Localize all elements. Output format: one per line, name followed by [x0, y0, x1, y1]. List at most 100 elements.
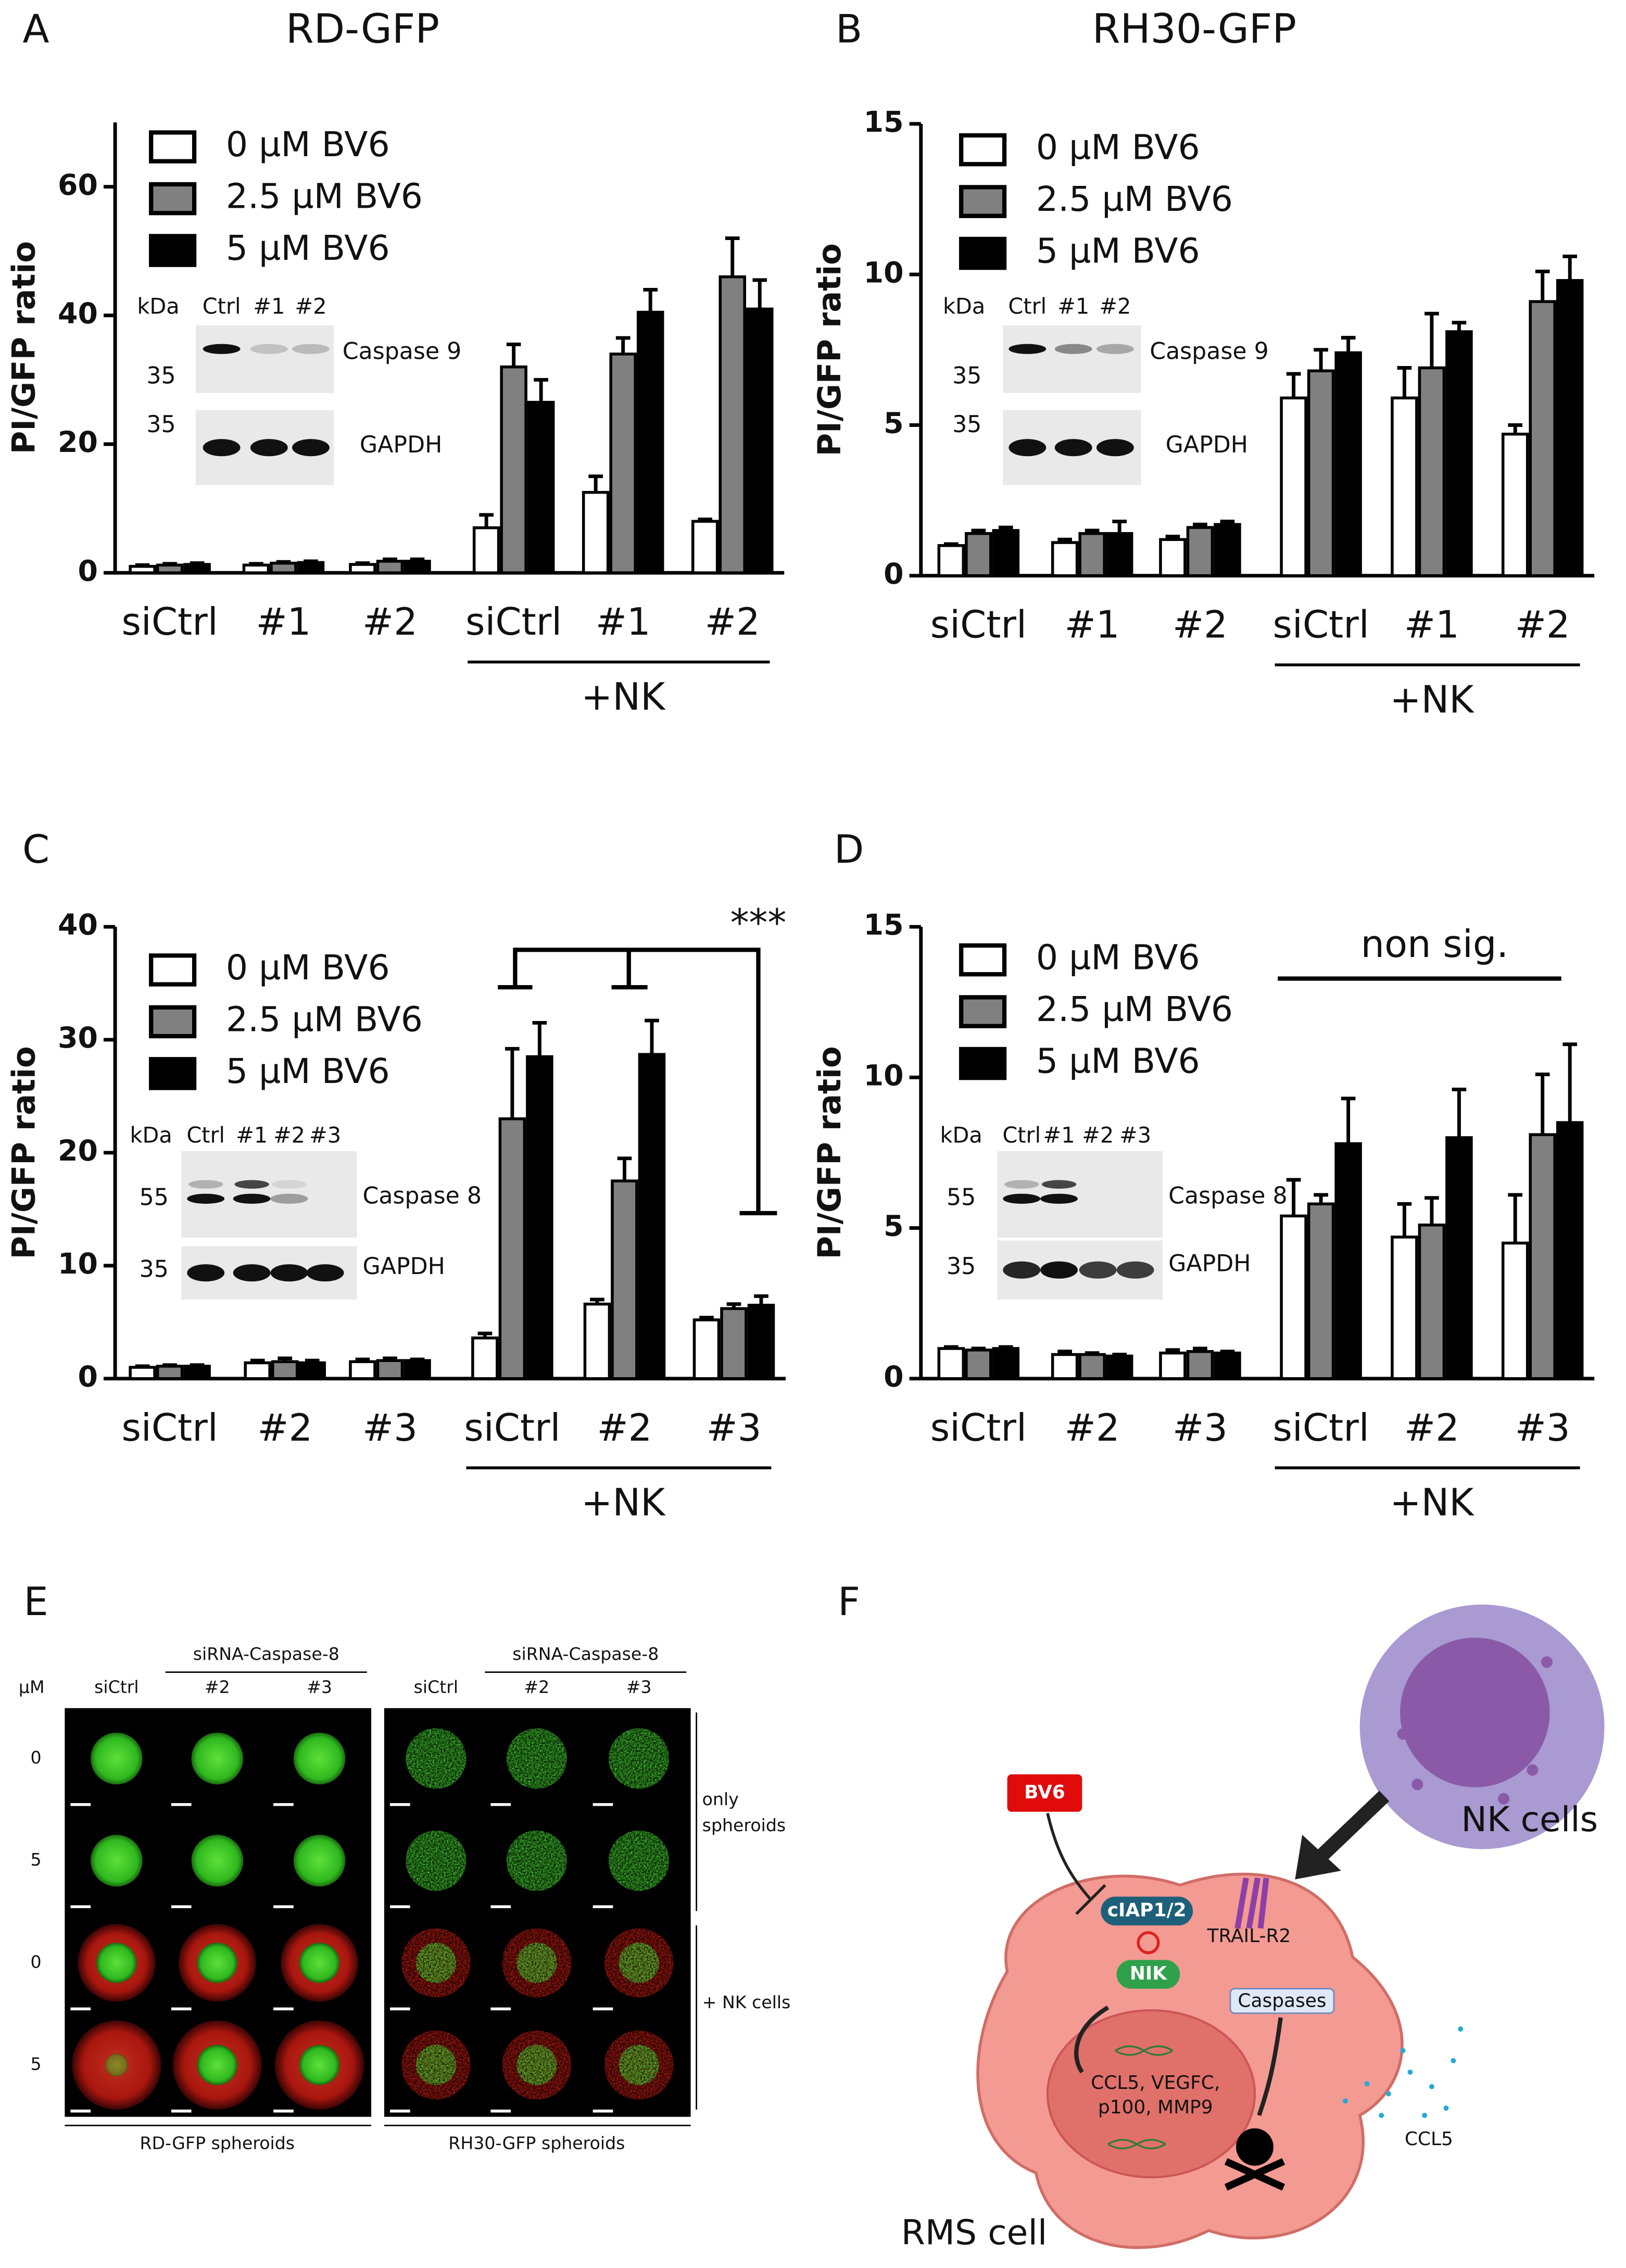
- error-bar: [1085, 528, 1100, 534]
- x-tick-label: #2: [1173, 603, 1228, 647]
- legend-label: 2.5 µM BV6: [226, 999, 423, 1039]
- x-tick-label: #2: [1515, 603, 1570, 647]
- bar: [1159, 538, 1187, 577]
- blot-band: [203, 344, 241, 354]
- blot-band: [306, 1264, 344, 1282]
- bar: [638, 1053, 666, 1380]
- bar: [156, 563, 184, 574]
- bar: [636, 310, 664, 574]
- bar: [1078, 532, 1106, 577]
- bar: [244, 1361, 271, 1380]
- ccl5-dot: [1458, 2026, 1464, 2032]
- error-bar: [190, 561, 205, 565]
- error-bar: [752, 278, 767, 309]
- blot-protein: GAPDH: [1166, 432, 1248, 458]
- blot-band: [1003, 1261, 1041, 1279]
- error-bar: [943, 1345, 959, 1349]
- bar: [376, 1359, 404, 1380]
- y-axis-label: PI/GFP ratio: [812, 1046, 848, 1259]
- group-label: +NK: [1390, 677, 1474, 721]
- bar: [1334, 1142, 1362, 1380]
- bar: [1445, 330, 1473, 577]
- lane-label: #2: [1099, 294, 1131, 319]
- ccl5-dot: [1443, 2106, 1449, 2111]
- error-bar: [506, 342, 521, 367]
- error-bar: [698, 518, 713, 522]
- error-bar: [355, 561, 370, 565]
- group-caption: RD-GFP spheroids: [140, 2133, 295, 2153]
- bar: [747, 1304, 775, 1380]
- blot-marker: 35: [952, 362, 981, 389]
- spheroid-green: [91, 1732, 143, 1785]
- spheroid-green: [197, 2045, 238, 2085]
- bar: [1556, 1121, 1584, 1380]
- bar: [183, 1365, 211, 1380]
- blot-band: [250, 439, 288, 457]
- x-tick-label: #2: [1404, 1406, 1459, 1450]
- spheroid-green: [293, 1732, 346, 1785]
- bar: [1391, 396, 1418, 577]
- blot-band: [1079, 1261, 1117, 1279]
- blot-protein: Caspase 8: [1168, 1183, 1288, 1209]
- granule: [1397, 1728, 1409, 1740]
- ccl5-dot: [1407, 2069, 1413, 2075]
- legend-label: 5 µM BV6: [1036, 1041, 1200, 1081]
- panel-letter: D: [834, 827, 864, 872]
- group-label: +NK: [581, 1481, 666, 1524]
- group-label: +NK: [581, 675, 666, 719]
- legend-swatch: [149, 182, 197, 216]
- bar: [1186, 1350, 1214, 1380]
- panel-letter: A: [23, 6, 49, 52]
- column-label: #2: [205, 1677, 230, 1697]
- spheroid-green: [609, 1728, 670, 1789]
- panel-letter: B: [836, 6, 862, 52]
- chart-title: RH30-GFP: [1092, 6, 1296, 53]
- blot-unit: kDa: [137, 294, 179, 319]
- error-bar: [534, 377, 548, 402]
- blot-protein: GAPDH: [360, 432, 442, 458]
- drug-box: [1007, 1774, 1082, 1812]
- error-bar: [135, 1364, 150, 1368]
- group-label: +NK: [1390, 1481, 1474, 1524]
- error-bar: [1562, 1042, 1578, 1123]
- nik-pill: [1116, 1960, 1180, 1989]
- bar: [992, 529, 1020, 577]
- bar: [404, 1359, 431, 1380]
- lane-label: #2: [295, 294, 326, 319]
- legend-label: 2.5 µM BV6: [1036, 989, 1233, 1029]
- bar: [1334, 351, 1362, 577]
- blot-band: [234, 1180, 269, 1189]
- legend-label: 0 µM BV6: [1036, 127, 1200, 168]
- row-label: 0: [31, 1951, 42, 1972]
- y-tick-label: 20: [58, 426, 98, 459]
- x-tick-label: siCtrl: [464, 1406, 560, 1450]
- bar: [1418, 366, 1446, 577]
- spheroid-green: [415, 2045, 457, 2085]
- error-bar: [1562, 254, 1578, 281]
- legend-label: 5 µM BV6: [226, 228, 390, 268]
- y-tick-label: 0: [78, 555, 97, 588]
- error-bar: [971, 1346, 986, 1351]
- error-bar: [1341, 336, 1356, 353]
- legend-label: 5 µM BV6: [1036, 231, 1200, 271]
- bar: [937, 1347, 965, 1380]
- x-tick-label: siCtrl: [1272, 1406, 1369, 1450]
- spheroid-green: [516, 2045, 557, 2085]
- group-caption: RH30-GFP spheroids: [448, 2133, 625, 2153]
- legend-label: 2.5 µM BV6: [1036, 179, 1233, 219]
- y-tick-label: 40: [58, 909, 98, 942]
- spheroid-green: [293, 1834, 346, 1887]
- bar: [156, 1365, 184, 1380]
- panel-letter: F: [838, 1579, 860, 1624]
- bar: [498, 1117, 526, 1380]
- error-bar: [1286, 1178, 1301, 1216]
- error-bar: [162, 562, 177, 566]
- blot-band: [270, 1193, 308, 1204]
- blot-protein: GAPDH: [1168, 1250, 1251, 1277]
- y-tick-label: 5: [884, 1210, 903, 1243]
- column-group-header: siRNA-Caspase-8: [193, 1644, 339, 1664]
- error-bar: [250, 1358, 265, 1363]
- error-bar: [355, 1357, 370, 1362]
- bar: [691, 520, 719, 574]
